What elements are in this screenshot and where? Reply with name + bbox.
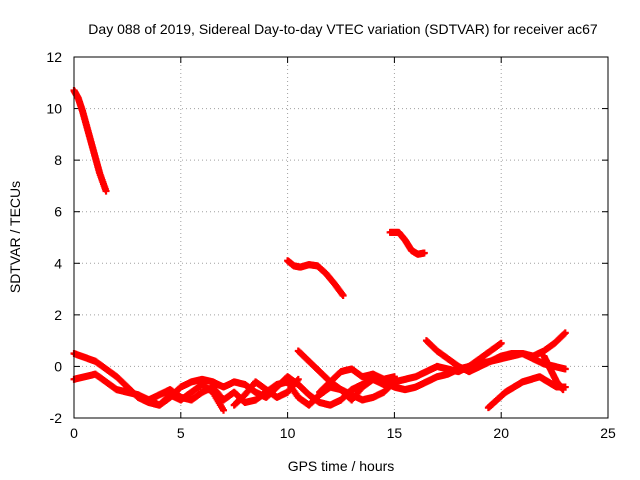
x-tick-label: 10 <box>280 425 296 441</box>
grid-lines <box>74 57 608 418</box>
data-point <box>561 329 569 337</box>
y-tick-label: -2 <box>50 410 63 426</box>
data-point <box>390 373 398 381</box>
data-point <box>220 406 228 414</box>
y-tick-label: 4 <box>54 255 62 271</box>
y-tick-label: 12 <box>46 49 62 65</box>
data-point <box>339 292 347 300</box>
axis-ticks: 0 5 10 15 20 25 -2 0 2 4 6 8 10 12 <box>46 49 616 441</box>
data-point <box>559 386 567 394</box>
data-point <box>497 339 505 347</box>
x-axis-label: GPS time / hours <box>288 458 395 474</box>
data-points <box>70 87 569 414</box>
data-point <box>294 375 302 383</box>
y-tick-label: 6 <box>54 204 62 220</box>
series-arc-2 <box>284 257 347 300</box>
y-axis-label: SDTVAR / TECUs <box>7 181 23 293</box>
series-arc-12 <box>540 352 567 394</box>
x-tick-label: 25 <box>600 425 616 441</box>
series-arc-8 <box>230 375 302 409</box>
series-arc-1 <box>70 87 110 195</box>
x-tick-label: 15 <box>387 425 403 441</box>
chart-title: Day 088 of 2019, Sidereal Day-to-day VTE… <box>88 21 598 37</box>
y-tick-label: 10 <box>46 101 62 117</box>
plot-frame <box>73 56 609 419</box>
x-tick-label: 20 <box>493 425 509 441</box>
y-tick-label: 0 <box>54 358 62 374</box>
series-arc-10 <box>422 329 569 376</box>
y-tick-label: 2 <box>54 307 62 323</box>
x-tick-label: 5 <box>177 425 185 441</box>
x-tick-label: 0 <box>70 425 78 441</box>
series-arc-3 <box>386 228 428 258</box>
data-point <box>561 365 569 373</box>
y-tick-label: 8 <box>54 152 62 168</box>
series-arc-11 <box>294 347 398 386</box>
series-arc-7 <box>145 380 228 414</box>
data-point <box>102 187 110 195</box>
data-point <box>420 249 428 257</box>
